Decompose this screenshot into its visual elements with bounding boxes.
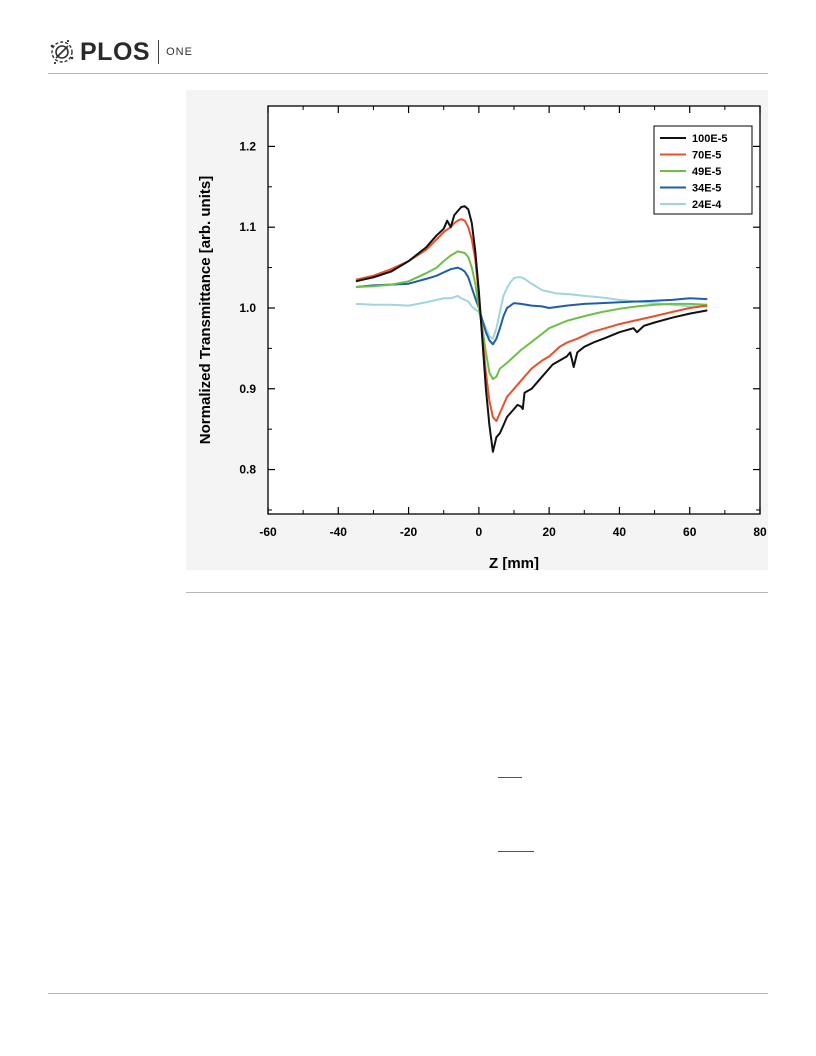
legend-items: 100E-5 70E-5 49E-5 34E-5 24E-4 [660, 133, 727, 211]
y-tick-label: 0.8 [239, 463, 256, 477]
x-tick-label: -20 [400, 525, 418, 539]
figure-panel: -60 -40 -20 0 20 40 60 80 0.8 0.9 1.0 1.1 1.2 Z [mm… [186, 90, 768, 570]
x-tick-label: 0 [476, 525, 483, 539]
legend-label: 49E-5 [692, 166, 721, 178]
legend-label: 100E-5 [692, 133, 727, 145]
x-tick-label: 20 [542, 525, 556, 539]
x-tick-label: 80 [753, 525, 767, 539]
series-line-34E-5 [355, 266, 708, 346]
x-tick-label: 40 [613, 525, 627, 539]
header-rule [48, 73, 768, 74]
fraction-bar [498, 851, 534, 852]
plos-logo: PLOS ONE [48, 36, 193, 68]
journal-header: PLOS ONE [48, 36, 768, 68]
legend-label: 70E-5 [692, 150, 721, 162]
fraction-bar [498, 777, 522, 778]
x-axis-tick-labels: -60 -40 -20 0 20 40 60 80 [259, 525, 767, 539]
x-axis-label: Z [mm] [489, 555, 539, 570]
series-line-24E-4 [355, 276, 708, 340]
y-axis-ticks [268, 105, 760, 511]
y-tick-label: 1.0 [239, 301, 256, 315]
legend-label: 34E-5 [692, 183, 721, 195]
brand-name: PLOS [80, 37, 151, 66]
legend-label: 24E-4 [692, 199, 722, 211]
y-tick-label: 1.2 [239, 139, 256, 153]
series-line-70E-5 [355, 218, 708, 423]
journal-name: ONE [166, 46, 193, 58]
y-tick-label: 0.9 [239, 382, 256, 396]
x-tick-label: -60 [259, 525, 277, 539]
x-tick-label: -40 [330, 525, 348, 539]
x-tick-label: 60 [683, 525, 697, 539]
series-line-49E-5 [355, 250, 708, 381]
legend: 100E-5 70E-5 49E-5 34E-5 24E-4 [653, 125, 753, 215]
footer-rule [48, 993, 768, 994]
transmittance-chart: -60 -40 -20 0 20 40 60 80 0.8 0.9 1.0 1.1 1.2 Z [mm… [197, 105, 767, 570]
series-lines [355, 205, 708, 453]
y-axis-label: Normalized Transmittance [arb. units] [197, 176, 214, 444]
x-axis-ticks [267, 106, 761, 514]
plos-logo-icon [50, 39, 74, 65]
logo-divider [158, 40, 160, 64]
series-line-100E-5 [355, 205, 708, 453]
y-axis-tick-labels: 0.8 0.9 1.0 1.1 1.2 [239, 139, 256, 476]
figure-rule [186, 592, 768, 593]
y-tick-label: 1.1 [239, 220, 256, 234]
